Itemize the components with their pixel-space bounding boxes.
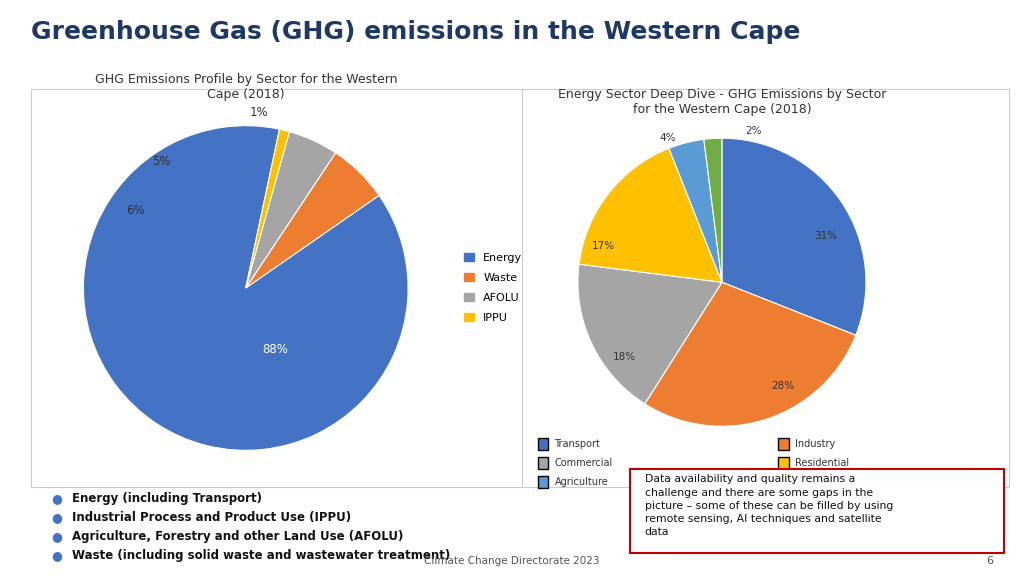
- Text: Agriculture, Forestry and other Land Use (AFOLU): Agriculture, Forestry and other Land Use…: [72, 530, 403, 543]
- Text: Waste (including solid waste and wastewater treatment): Waste (including solid waste and wastewa…: [72, 549, 450, 562]
- Text: Residential: Residential: [795, 458, 849, 468]
- Text: Local Government Operations: Local Government Operations: [795, 478, 941, 487]
- Text: 6%: 6%: [126, 203, 144, 217]
- Text: Industrial Process and Product Use (IPPU): Industrial Process and Product Use (IPPU…: [72, 511, 351, 524]
- Wedge shape: [722, 138, 866, 335]
- Text: 88%: 88%: [262, 343, 288, 356]
- Text: ●: ●: [51, 492, 62, 505]
- Text: Greenhouse Gas (GHG) emissions in the Western Cape: Greenhouse Gas (GHG) emissions in the We…: [31, 20, 800, 44]
- FancyBboxPatch shape: [778, 476, 788, 488]
- Text: 4%: 4%: [659, 133, 676, 143]
- Title: Energy Sector Deep Dive - GHG Emissions by Sector
for the Western Cape (2018): Energy Sector Deep Dive - GHG Emissions …: [558, 88, 886, 116]
- Wedge shape: [246, 153, 379, 288]
- Text: Data availability and quality remains a
challenge and there are some gaps in the: Data availability and quality remains a …: [645, 475, 893, 537]
- FancyBboxPatch shape: [538, 457, 548, 469]
- Text: 6: 6: [986, 556, 993, 566]
- Text: ●: ●: [51, 530, 62, 543]
- Text: Commercial: Commercial: [554, 458, 612, 468]
- Wedge shape: [579, 149, 722, 282]
- Text: Agriculture: Agriculture: [554, 478, 608, 487]
- Text: Energy (including Transport): Energy (including Transport): [72, 492, 262, 505]
- Wedge shape: [578, 264, 722, 404]
- FancyBboxPatch shape: [538, 438, 548, 450]
- Text: ●: ●: [51, 549, 62, 562]
- FancyBboxPatch shape: [778, 457, 788, 469]
- FancyBboxPatch shape: [538, 476, 548, 488]
- Text: 2%: 2%: [745, 126, 762, 136]
- Text: 28%: 28%: [771, 381, 794, 391]
- Wedge shape: [246, 129, 290, 288]
- Text: 1%: 1%: [250, 106, 268, 119]
- Text: 31%: 31%: [814, 231, 838, 241]
- Wedge shape: [703, 138, 722, 282]
- Text: Industry: Industry: [795, 439, 836, 449]
- FancyBboxPatch shape: [778, 438, 788, 450]
- Text: ●: ●: [51, 511, 62, 524]
- Wedge shape: [246, 132, 336, 288]
- Text: 17%: 17%: [592, 241, 615, 251]
- Legend: Energy, Waste, AFOLU, IPPU: Energy, Waste, AFOLU, IPPU: [464, 253, 522, 323]
- Wedge shape: [83, 126, 409, 450]
- Title: GHG Emissions Profile by Sector for the Western
Cape (2018): GHG Emissions Profile by Sector for the …: [94, 73, 397, 101]
- Text: 18%: 18%: [612, 352, 636, 362]
- Text: Transport: Transport: [554, 439, 600, 449]
- Text: Climate Change Directorate 2023: Climate Change Directorate 2023: [424, 556, 600, 566]
- Wedge shape: [645, 282, 856, 426]
- Text: 5%: 5%: [153, 155, 171, 168]
- Wedge shape: [669, 139, 722, 282]
